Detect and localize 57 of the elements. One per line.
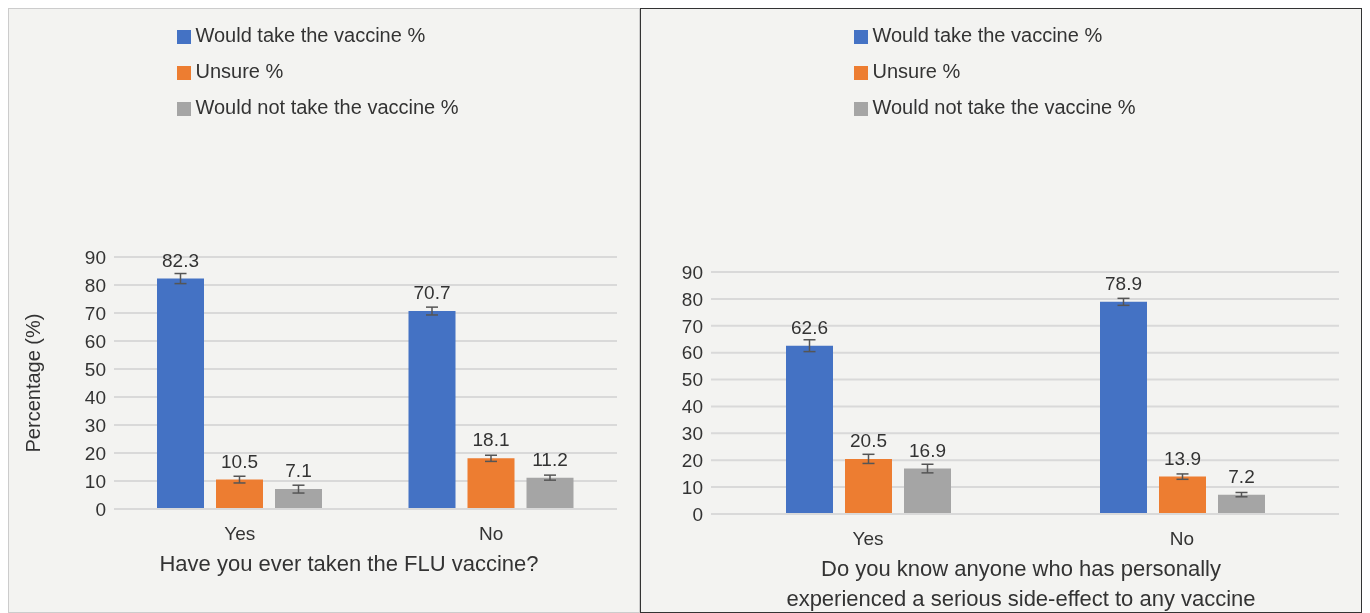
y-tick-label: 80 [681, 288, 703, 310]
y-tick-label: 0 [95, 498, 106, 520]
y-tick-label: 40 [84, 386, 106, 408]
y-tick-label: 80 [84, 274, 106, 296]
data-label: 20.5 [850, 429, 887, 451]
y-tick-label: 40 [681, 396, 703, 418]
y-tick-label: 10 [84, 470, 106, 492]
y-tick-label: 20 [84, 442, 106, 464]
data-label: 7.1 [285, 460, 312, 482]
y-tick-label: 20 [681, 449, 703, 471]
y-tick-label: 60 [84, 330, 106, 352]
data-label: 7.2 [1228, 465, 1255, 487]
bar [1159, 476, 1206, 514]
bar [845, 458, 892, 514]
data-label: 11.2 [532, 448, 568, 470]
legend-label: Would not take the vaccine % [872, 96, 1136, 118]
legend-label: Would not take the vaccine % [195, 96, 459, 118]
y-tick-label: 0 [692, 503, 703, 525]
y-tick-label: 90 [84, 246, 106, 268]
y-tick-label: 50 [84, 358, 106, 380]
bar [904, 468, 951, 514]
x-tick-label: Yes [852, 528, 884, 550]
legend-label: Would take the vaccine % [872, 24, 1103, 46]
y-tick-label: 50 [681, 369, 703, 391]
legend-label: Would take the vaccine % [195, 24, 426, 46]
data-label: 82.3 [162, 249, 199, 271]
data-label: 62.6 [791, 316, 828, 338]
y-tick-label: 30 [84, 414, 106, 436]
x-axis-title: Have you ever taken the FLU vaccine? [158, 550, 540, 578]
data-label: 18.1 [472, 429, 510, 451]
y-tick-label: 60 [681, 342, 703, 364]
data-label: 70.7 [413, 282, 451, 304]
y-axis-title: Percentage (%) [22, 313, 45, 453]
bar [408, 311, 456, 509]
x-axis-title: Do you know anyone who has personally experienced a serious side-effect to any vaccine [785, 555, 1257, 613]
bar [216, 479, 263, 509]
y-tick-label: 10 [681, 476, 703, 498]
x-tick-label: No [479, 523, 504, 545]
y-tick-label: 70 [681, 315, 703, 337]
data-label: 78.9 [1105, 272, 1142, 294]
y-tick-label: 70 [84, 302, 106, 324]
y-tick-label: 90 [681, 261, 703, 283]
bar [526, 477, 574, 509]
legend-label: Unsure % [195, 60, 284, 82]
x-tick-label: No [1169, 528, 1195, 550]
bar [275, 489, 322, 509]
legend-label: Unsure % [872, 60, 961, 82]
bar [1218, 494, 1265, 514]
bar [157, 278, 204, 509]
bar [1100, 301, 1147, 514]
data-label: 16.9 [909, 439, 946, 461]
bar [467, 458, 515, 509]
x-tick-label: Yes [224, 523, 256, 545]
data-label: 10.5 [221, 450, 258, 472]
y-tick-label: 30 [681, 423, 703, 445]
bar [786, 345, 833, 514]
data-label: 13.9 [1164, 447, 1201, 469]
